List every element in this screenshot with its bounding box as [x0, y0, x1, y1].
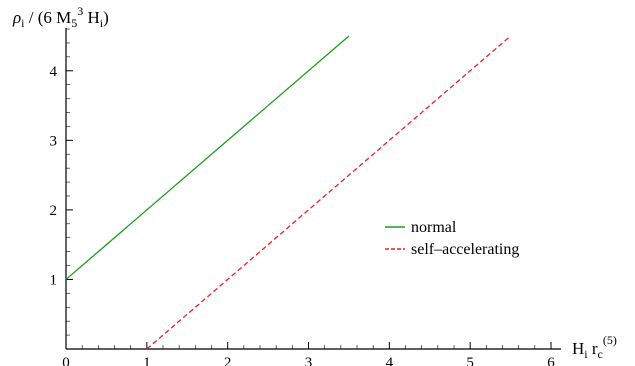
y-tick-label: 2: [50, 203, 58, 219]
x-tick-label: 3: [305, 355, 313, 366]
y-tick-label: 4: [50, 64, 58, 80]
legend-label-2: self–accelerating: [411, 241, 519, 258]
x-tick-label: 2: [224, 355, 232, 366]
x-tick-label: 1: [143, 355, 151, 366]
y-label-h-sub: i: [100, 16, 104, 30]
y-tick-label: 3: [50, 133, 58, 149]
y-label-rho: ρ: [12, 8, 21, 27]
x-label-r: r: [588, 339, 598, 358]
x-label-h: H: [572, 339, 584, 358]
y-axis-label: ρi / (6 M53 Hi): [12, 4, 109, 30]
x-tick-label: 0: [62, 355, 70, 366]
x-label-r-sup: (5): [603, 333, 617, 347]
legend: normal self–accelerating: [385, 219, 519, 258]
y-label-h: H: [83, 8, 100, 27]
y-label-middle: / (6 M: [25, 8, 72, 27]
x-tick-label: 5: [466, 355, 474, 366]
x-label-h-sub: i: [584, 347, 588, 361]
y-label-m-sub: 5: [71, 16, 77, 30]
y-label-m-sup: 3: [77, 4, 83, 18]
x-tick-label: 6: [547, 355, 555, 366]
y-label-close: ): [103, 8, 109, 27]
ticks: 0 1 2 3 4 5 6 1 2 3 4: [50, 28, 555, 366]
y-tick-label: 1: [50, 272, 58, 288]
x-tick-label: 4: [386, 355, 394, 366]
x-label-r-sub: c: [598, 347, 603, 361]
axes: [65, 28, 561, 350]
series-line-1: [65, 35, 350, 280]
series-lines: [65, 35, 512, 350]
legend-label-1: normal: [411, 219, 457, 236]
y-label-rho-sub: i: [21, 16, 25, 30]
series-line-2: [146, 35, 512, 350]
x-axis-label: Hi rc(5): [572, 333, 617, 361]
